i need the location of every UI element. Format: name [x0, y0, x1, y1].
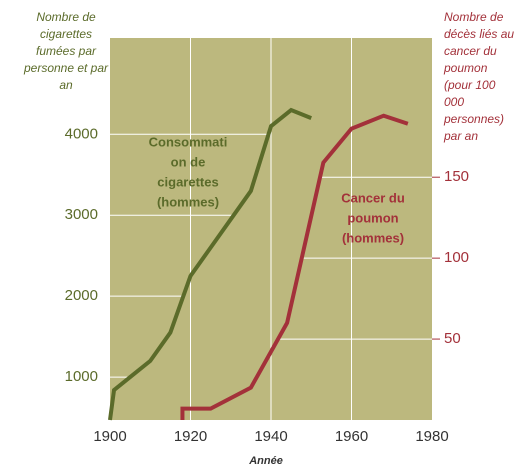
- x-tick-label: 1900: [93, 428, 126, 445]
- y2-axis-title: décès liés au: [444, 27, 514, 41]
- y-axis-title: cigarettes: [40, 27, 92, 41]
- y2-tick-label: 100: [444, 249, 469, 266]
- y-tick-label: 3000: [65, 206, 98, 223]
- x-tick-label: 1980: [415, 428, 448, 445]
- y2-axis-title: 000: [444, 95, 464, 109]
- x-tick-label: 1920: [174, 428, 207, 445]
- series-label: poumon: [347, 210, 398, 225]
- x-axis-title: Année: [248, 455, 283, 467]
- y-axis-title: an: [59, 78, 73, 92]
- y-axis-title: personne et par: [23, 61, 109, 75]
- y2-axis-title: cancer du: [444, 44, 497, 58]
- y-axis-title: fumées par: [36, 44, 97, 58]
- y-tick-label: 4000: [65, 125, 98, 142]
- series-label: (hommes): [157, 194, 219, 209]
- y2-axis-title: Nombre de: [444, 10, 504, 24]
- series-label: on de: [171, 154, 206, 169]
- series-label: Cancer du: [341, 190, 405, 205]
- x-tick-label: 1940: [254, 428, 287, 445]
- y-tick-label: 2000: [65, 287, 98, 304]
- series-line: [180, 113, 409, 420]
- series-label: cigarettes: [157, 174, 218, 189]
- y2-tick-label: 50: [444, 330, 461, 347]
- y2-tick-label: 150: [444, 168, 469, 185]
- y2-axis-title: personnes): [443, 112, 504, 126]
- y2-axis-title: (pour 100: [444, 78, 496, 92]
- y2-axis-title: par an: [443, 129, 478, 143]
- x-tick-label: 1960: [335, 428, 368, 445]
- y-tick-label: 1000: [65, 368, 98, 385]
- y-axis-title: Nombre de: [36, 10, 96, 24]
- series-label: Consommati: [149, 134, 228, 149]
- series-label: (hommes): [342, 230, 404, 245]
- series-line: [108, 107, 312, 421]
- y2-axis-title: poumon: [443, 61, 488, 75]
